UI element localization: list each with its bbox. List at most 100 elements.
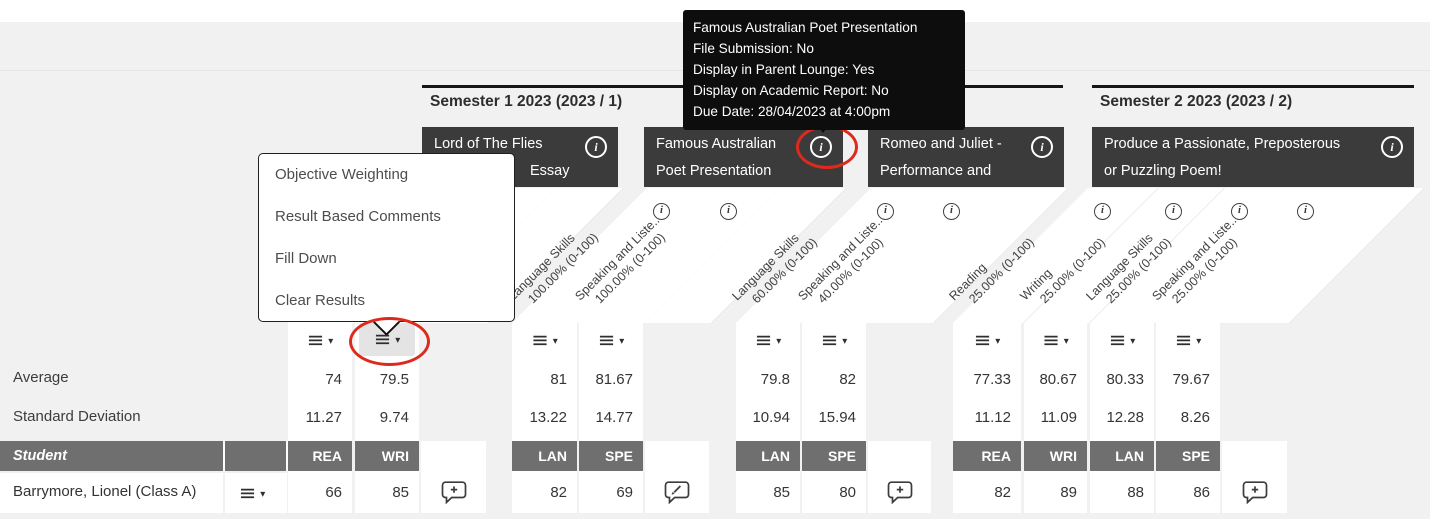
menu-item-objective-weighting[interactable]: Objective Weighting — [275, 166, 409, 183]
column-header-cell — [355, 441, 419, 471]
column-code: LAN — [538, 448, 567, 464]
column-menu-button[interactable]: ≡ ▾ — [964, 327, 1010, 353]
tooltip-line: Display in Parent Lounge: Yes — [693, 62, 875, 77]
student-header-bar — [225, 441, 287, 471]
red-circle-annotation-dropdown — [349, 317, 430, 366]
std-dev-value: 10.94 — [752, 409, 790, 426]
result-cell[interactable]: 82 — [994, 484, 1011, 501]
column-code: SPE — [1181, 448, 1210, 464]
menu-lines-icon: ≡ — [973, 327, 992, 352]
comment-column-stripe — [421, 441, 486, 513]
assessment-title-line1: Lord of The Flies — [434, 136, 543, 152]
student-name-cell — [0, 473, 223, 513]
average-value: 81 — [550, 371, 567, 388]
average-value: 77.33 — [973, 371, 1011, 388]
chevron-down-icon: ▾ — [552, 335, 558, 347]
add-comment-button[interactable] — [1242, 481, 1268, 509]
header-bar-divider — [286, 441, 288, 471]
average-value: 79.5 — [379, 371, 409, 388]
objective-info-icon[interactable]: i — [653, 203, 670, 220]
menu-item-result-based-comments[interactable]: Result Based Comments — [275, 208, 441, 225]
assessment-title-line2: Performance and — [880, 163, 992, 179]
result-cell[interactable]: 85 — [773, 484, 790, 501]
semester-2-underline — [1092, 85, 1414, 88]
student-menu-cell — [225, 473, 287, 513]
objective-info-icon[interactable]: i — [1297, 203, 1314, 220]
chevron-down-icon: ▾ — [995, 335, 1001, 347]
tooltip-line: Display on Academic Report: No — [693, 83, 889, 98]
column-menu-button[interactable]: ≡ ▾ — [522, 327, 568, 353]
info-icon[interactable]: i — [1381, 136, 1403, 158]
column-menu-button[interactable]: ≡ ▾ — [297, 327, 343, 353]
chevron-down-icon: ▾ — [1130, 335, 1136, 347]
column-context-menu: Objective Weighting Result Based Comment… — [258, 153, 515, 322]
chevron-down-icon: ▾ — [1063, 335, 1069, 347]
average-value: 80.33 — [1106, 371, 1144, 388]
column-menu-button[interactable]: ≡ ▾ — [1099, 327, 1145, 353]
std-dev-value: 13.22 — [529, 409, 567, 426]
result-cell[interactable]: 85 — [392, 484, 409, 501]
chevron-down-icon: ▾ — [260, 488, 266, 500]
tooltip-line: Due Date: 28/04/2023 at 4:00pm — [693, 104, 891, 119]
objective-info-icon[interactable]: i — [1165, 203, 1182, 220]
column-header-cell — [1024, 441, 1087, 471]
objective-info-icon[interactable]: i — [720, 203, 737, 220]
chevron-down-icon: ▾ — [1196, 335, 1202, 347]
edit-comment-icon — [664, 481, 690, 505]
result-cell[interactable]: 69 — [616, 484, 633, 501]
column-menu-button[interactable]: ≡ ▾ — [745, 327, 791, 353]
column-stripe — [288, 323, 352, 513]
column-code: WRI — [1049, 448, 1077, 464]
student-name: Barrymore, Lionel (Class A) — [13, 483, 197, 500]
objective-info-icon[interactable]: i — [1094, 203, 1111, 220]
result-cell[interactable]: 82 — [550, 484, 567, 501]
tooltip-title: Famous Australian Poet Presentation — [693, 20, 918, 35]
result-cell[interactable]: 86 — [1193, 484, 1210, 501]
chevron-down-icon: ▾ — [776, 335, 782, 347]
info-icon[interactable]: i — [1031, 136, 1053, 158]
column-stripe — [1090, 323, 1154, 513]
tooltip-line: File Submission: No — [693, 41, 814, 56]
assessment-tooltip: Famous Australian Poet Presentation File… — [683, 10, 965, 130]
edit-comment-button[interactable] — [664, 481, 690, 509]
objective-info-icon[interactable]: i — [1231, 203, 1248, 220]
result-cell[interactable]: 89 — [1060, 484, 1077, 501]
std-dev-value: 15.94 — [818, 409, 856, 426]
assessment-title-line1: Produce a Passionate, Preposterous — [1104, 136, 1341, 152]
average-value: 82 — [839, 371, 856, 388]
average-value: 74 — [325, 371, 342, 388]
comment-column-stripe — [645, 441, 709, 513]
assessment-header-4: Produce a Passionate, Preposterous or Pu… — [1092, 127, 1414, 187]
std-dev-value: 11.27 — [305, 409, 342, 426]
chevron-down-icon: ▾ — [842, 335, 848, 347]
assessment-title-line2: Essay — [530, 163, 570, 179]
column-header-cell — [512, 441, 577, 471]
add-comment-button[interactable] — [887, 481, 913, 509]
assessment-title-line2: Poet Presentation — [656, 163, 772, 179]
result-cell[interactable]: 88 — [1127, 484, 1144, 501]
column-header-cell — [736, 441, 800, 471]
column-menu-button[interactable]: ≡ ▾ — [1033, 327, 1079, 353]
add-comment-icon — [1242, 481, 1267, 505]
menu-item-fill-down[interactable]: Fill Down — [275, 250, 337, 267]
column-code: LAN — [1115, 448, 1144, 464]
column-code: REA — [312, 448, 342, 464]
column-menu-button[interactable]: ≡ ▾ — [1165, 327, 1211, 353]
std-dev-row-label: Standard Deviation — [13, 408, 141, 425]
add-comment-button[interactable] — [441, 481, 467, 509]
result-cell[interactable]: 80 — [839, 484, 856, 501]
menu-lines-icon: ≡ — [238, 480, 257, 505]
info-icon[interactable]: i — [585, 136, 607, 158]
objective-info-icon[interactable]: i — [943, 203, 960, 220]
menu-item-clear-results[interactable]: Clear Results — [275, 292, 366, 309]
column-menu-button[interactable]: ≡ ▾ — [588, 327, 634, 353]
student-menu-button[interactable]: ≡ ▾ — [229, 478, 275, 508]
comment-column-stripe — [1222, 441, 1287, 513]
objective-info-icon[interactable]: i — [877, 203, 894, 220]
semester-1-title: Semester 1 2023 (2023 / 1) — [430, 93, 623, 110]
column-menu-button[interactable]: ≡ ▾ — [811, 327, 857, 353]
result-cell[interactable]: 66 — [325, 484, 342, 501]
column-header-cell — [1090, 441, 1154, 471]
column-code: LAN — [761, 448, 790, 464]
